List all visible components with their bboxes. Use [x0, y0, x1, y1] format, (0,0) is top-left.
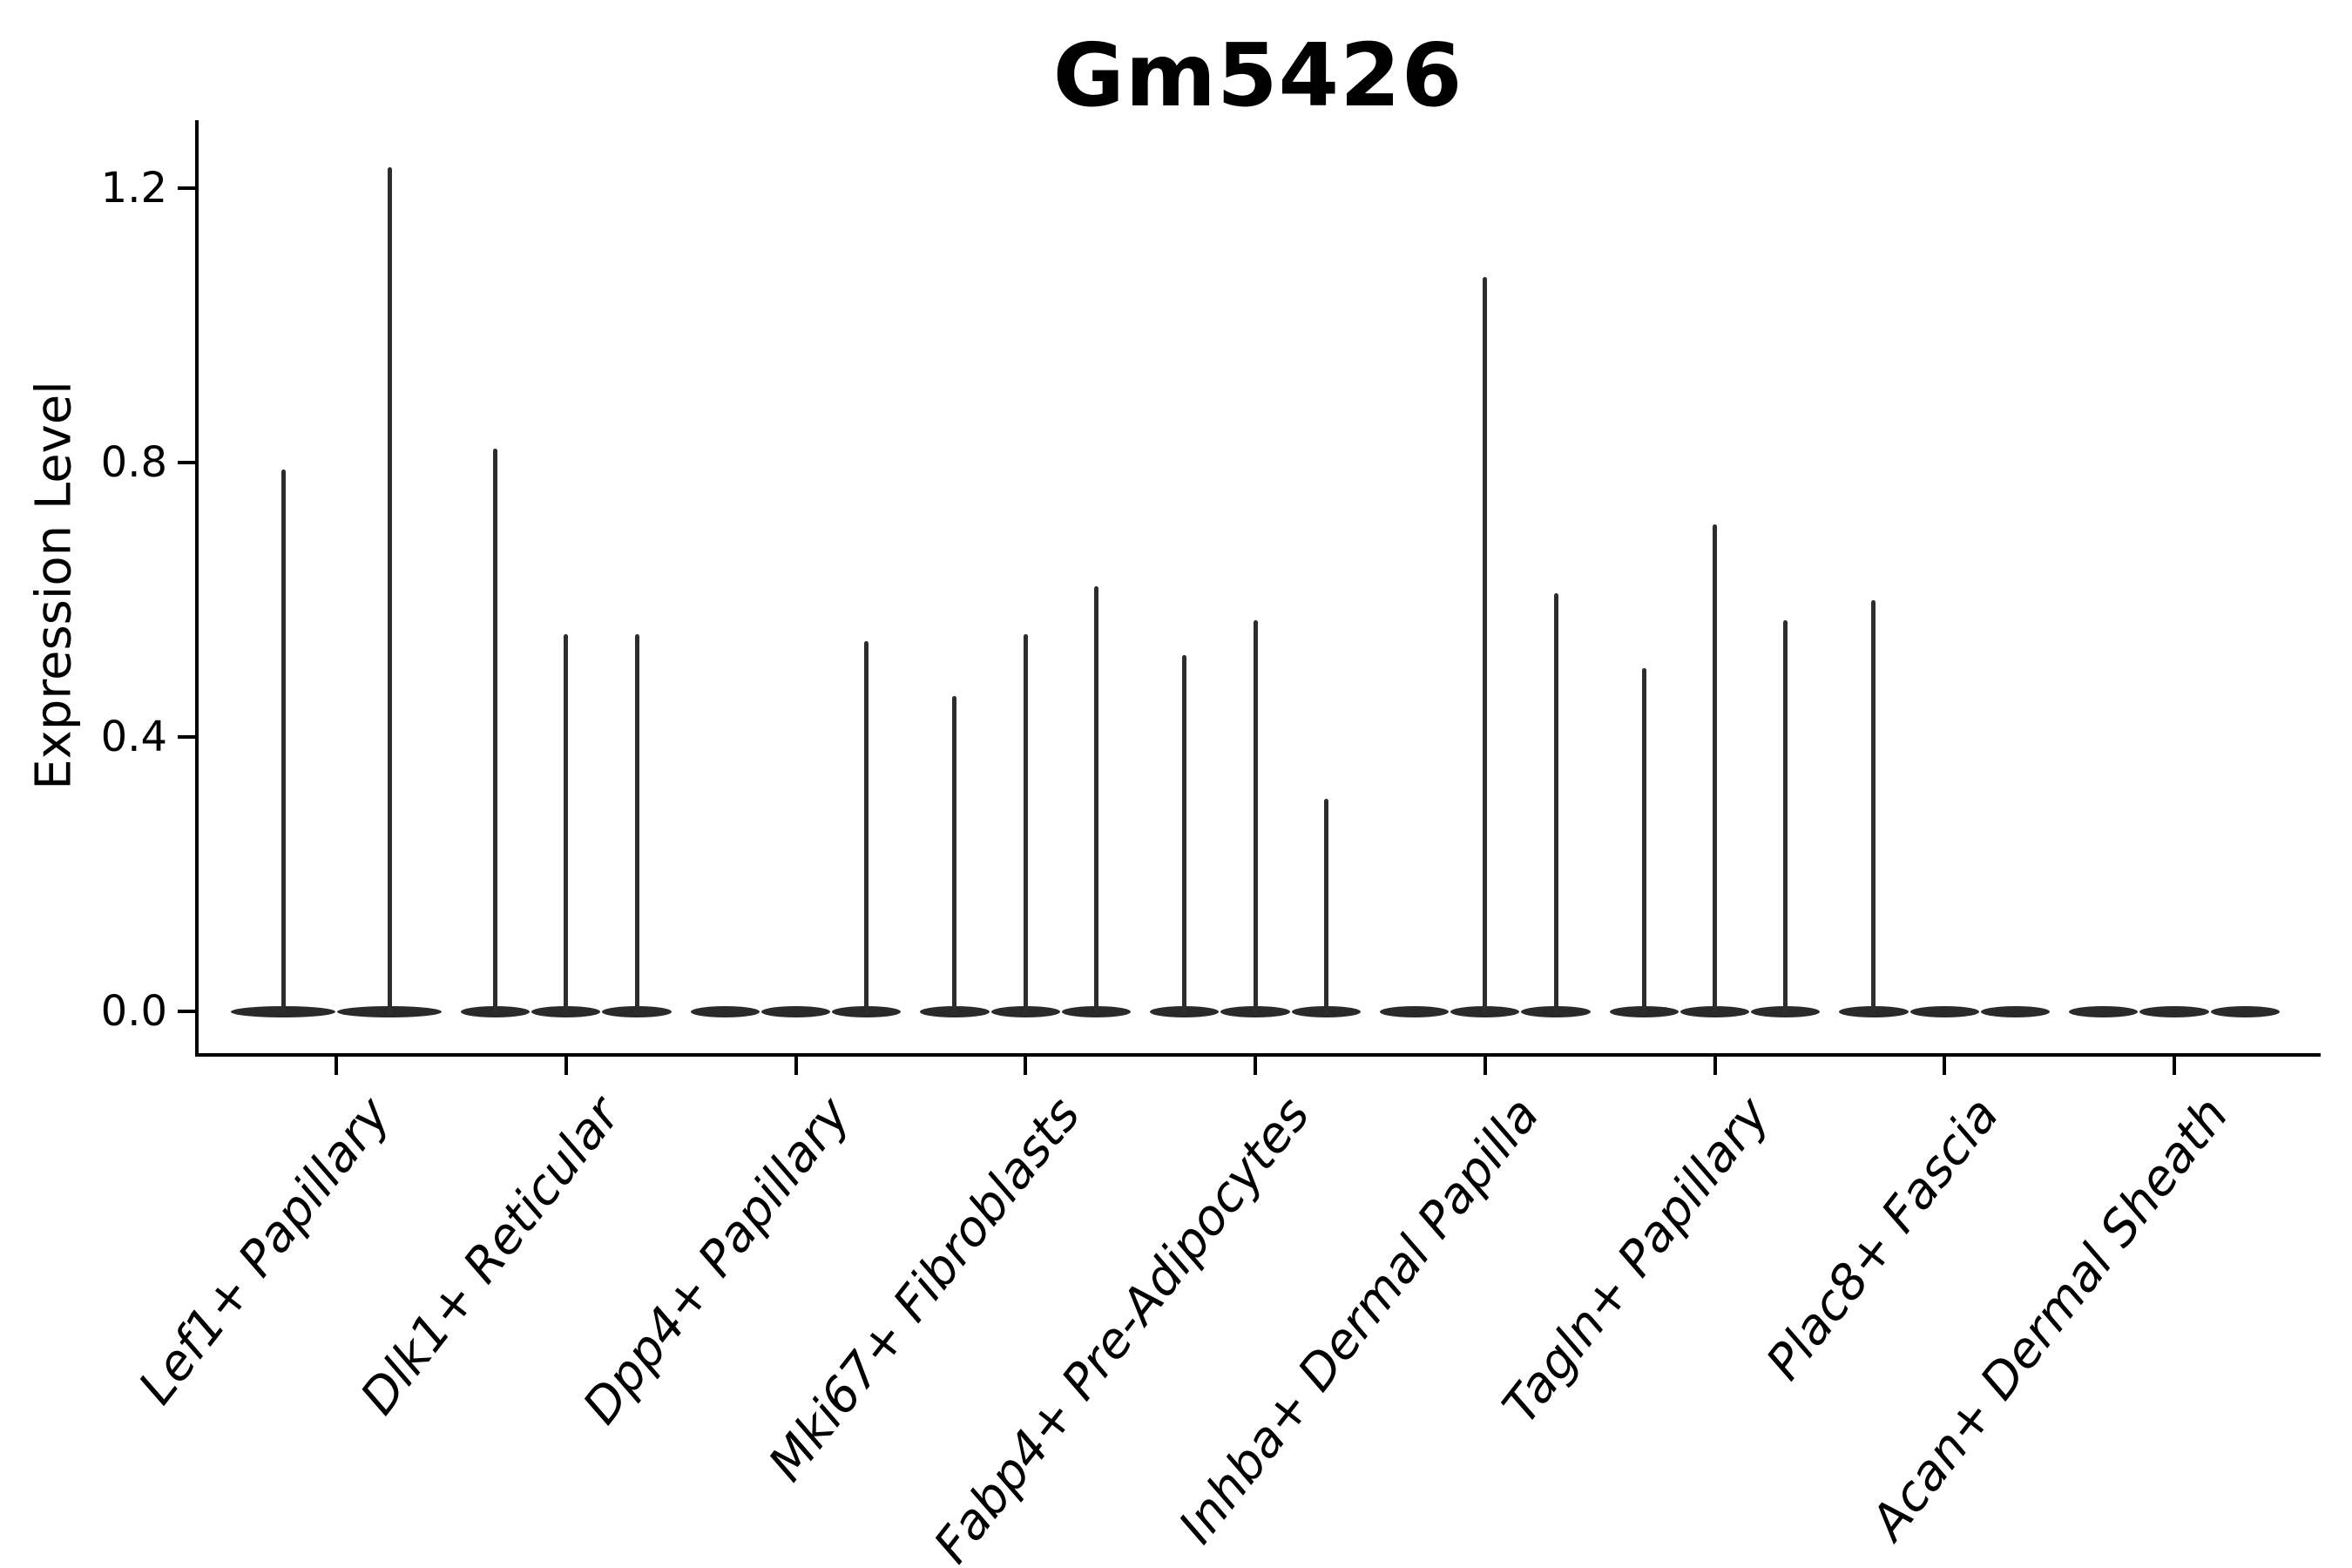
violin-spike [1023, 633, 1028, 1015]
violin-spike [1783, 620, 1788, 1015]
violin-base [760, 1006, 831, 1017]
y-axis-spine [195, 120, 199, 1057]
violin-spike [564, 633, 569, 1015]
y-tick-mark [178, 735, 197, 739]
x-tick-mark [2173, 1057, 2176, 1075]
x-tick-label: Lef1+ Papillary [128, 1087, 402, 1416]
x-tick-mark [794, 1057, 798, 1075]
y-tick-label: 1.2 [100, 164, 167, 213]
violin-spike [634, 633, 639, 1015]
violin-base [1980, 1006, 2051, 1017]
violin-spike [1641, 668, 1646, 1015]
violin-base [1379, 1006, 1450, 1017]
violin-spike [492, 449, 497, 1015]
violin-spike [1483, 277, 1488, 1015]
x-tick-label: Plac8+ Fascia [1755, 1087, 2011, 1391]
violin-base [2210, 1006, 2280, 1017]
violin-spike [952, 695, 957, 1015]
x-tick-mark [335, 1057, 338, 1075]
violin-spike [1094, 585, 1099, 1015]
violin-spike [1871, 599, 1876, 1015]
figure-title: Gm5426 [1052, 24, 1463, 126]
x-tick-label: Fabp4+ Pre-Adipocytes [923, 1087, 1321, 1568]
x-tick-mark [1024, 1057, 1028, 1075]
violin-base [2139, 1006, 2209, 1017]
violin-spike [1323, 798, 1328, 1015]
x-axis-spine [195, 1053, 2321, 1057]
violin-spike [1713, 524, 1717, 1015]
violin-spike [864, 640, 869, 1015]
x-tick-mark [1254, 1057, 1257, 1075]
y-tick-label: 0.4 [100, 713, 167, 761]
x-tick-mark [564, 1057, 568, 1075]
x-tick-mark [1943, 1057, 1947, 1075]
x-tick-mark [1483, 1057, 1487, 1075]
violin-base [1909, 1006, 1979, 1017]
y-tick-mark [178, 461, 197, 464]
y-tick-mark [178, 1010, 197, 1013]
x-tick-label: Dlk1+ Reticular [349, 1087, 632, 1425]
violin-spike [1253, 620, 1258, 1015]
y-tick-mark [178, 186, 197, 190]
violin-spike [1553, 592, 1558, 1015]
violin-spike [387, 167, 392, 1015]
violin-base [690, 1006, 760, 1017]
violin-spike [280, 469, 286, 1015]
y-tick-label: 0.0 [100, 987, 167, 1036]
y-tick-label: 0.8 [100, 438, 167, 487]
x-tick-mark [1713, 1057, 1717, 1075]
violin-spike [1182, 654, 1187, 1015]
violin-base [2069, 1006, 2139, 1017]
